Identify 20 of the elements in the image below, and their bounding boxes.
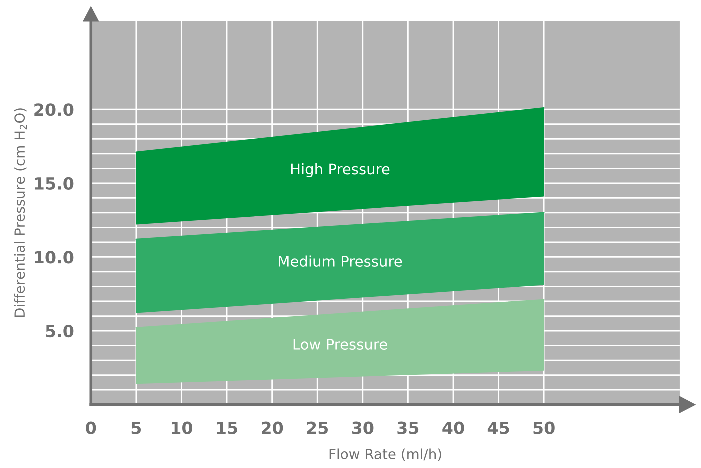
series-label: High Pressure: [291, 163, 390, 178]
x-tick-label: 30: [352, 422, 374, 434]
x-tick-label: 10: [172, 422, 193, 434]
y-tick-label: 20.0: [34, 104, 74, 116]
y-tick-label: 10.0: [35, 251, 74, 264]
x-tick-label: 0: [86, 422, 96, 434]
series-label: Medium Pressure: [279, 256, 402, 267]
x-tick-label: 45: [488, 422, 510, 434]
y-tick-label: 15.0: [35, 177, 74, 190]
y-axis-title: Differential Pressure (cm H$_{2}$O): [14, 108, 28, 318]
x-tick-label: 15: [217, 422, 238, 434]
series-label: Low Pressure: [294, 339, 388, 350]
y-tick-label: 5.0: [46, 324, 74, 338]
x-tick-label: 40: [442, 422, 464, 434]
x-tick-label: 5: [132, 422, 142, 434]
x-tick-label: 50: [534, 422, 555, 434]
x-tick-label: 20: [262, 422, 284, 434]
x-tick-label: 35: [398, 422, 419, 434]
x-axis-title: Flow Rate (ml/h): [330, 448, 442, 462]
x-tick-label: 25: [307, 422, 328, 434]
